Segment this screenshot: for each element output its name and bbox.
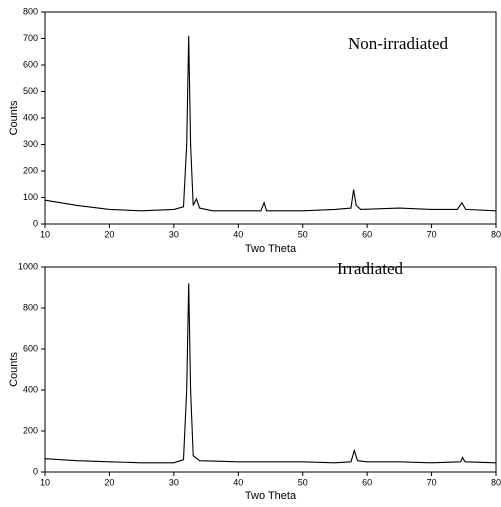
- x-tick-label: 60: [362, 229, 372, 239]
- y-tick-label: 200: [23, 165, 38, 175]
- y-tick-label: 600: [23, 59, 38, 69]
- x-tick-label: 60: [362, 477, 372, 487]
- y-tick-label: 800: [23, 6, 38, 16]
- y-tick-label: 100: [23, 192, 38, 202]
- x-tick-label: 10: [40, 477, 50, 487]
- y-tick-label: 700: [23, 33, 38, 43]
- x-tick-label: 40: [233, 229, 243, 239]
- x-tick-label: 80: [491, 229, 501, 239]
- x-tick-label: 30: [169, 477, 179, 487]
- y-tick-label: 0: [33, 466, 38, 476]
- y-tick-label: 200: [23, 425, 38, 435]
- x-tick-label: 10: [40, 229, 50, 239]
- y-axis-label: Counts: [8, 352, 20, 387]
- y-tick-label: 0: [33, 218, 38, 228]
- x-tick-label: 20: [104, 477, 114, 487]
- y-tick-label: 800: [23, 302, 38, 312]
- x-tick-label: 20: [104, 229, 114, 239]
- x-tick-label: 50: [298, 229, 308, 239]
- y-tick-label: 300: [23, 139, 38, 149]
- y-tick-label: 500: [23, 86, 38, 96]
- x-tick-label: 80: [491, 477, 501, 487]
- y-tick-label: 400: [23, 384, 38, 394]
- data-line: [44, 283, 497, 464]
- annotation: Non-irradiated: [348, 34, 449, 53]
- y-tick-label: 400: [23, 112, 38, 122]
- y-tick-label: 600: [23, 343, 38, 353]
- x-tick-label: 40: [233, 477, 243, 487]
- x-tick-label: 30: [169, 229, 179, 239]
- x-axis-label: Two Theta: [245, 243, 297, 255]
- y-tick-label: 1000: [18, 261, 38, 271]
- x-tick-label: 70: [427, 229, 437, 239]
- x-tick-label: 50: [298, 477, 308, 487]
- y-axis-label: Counts: [8, 100, 20, 135]
- plot-frame: [44, 266, 497, 473]
- annotation: Irradiated: [337, 259, 404, 278]
- x-tick-label: 70: [427, 477, 437, 487]
- data-line: [44, 35, 497, 212]
- x-axis-label: Two Theta: [245, 490, 297, 502]
